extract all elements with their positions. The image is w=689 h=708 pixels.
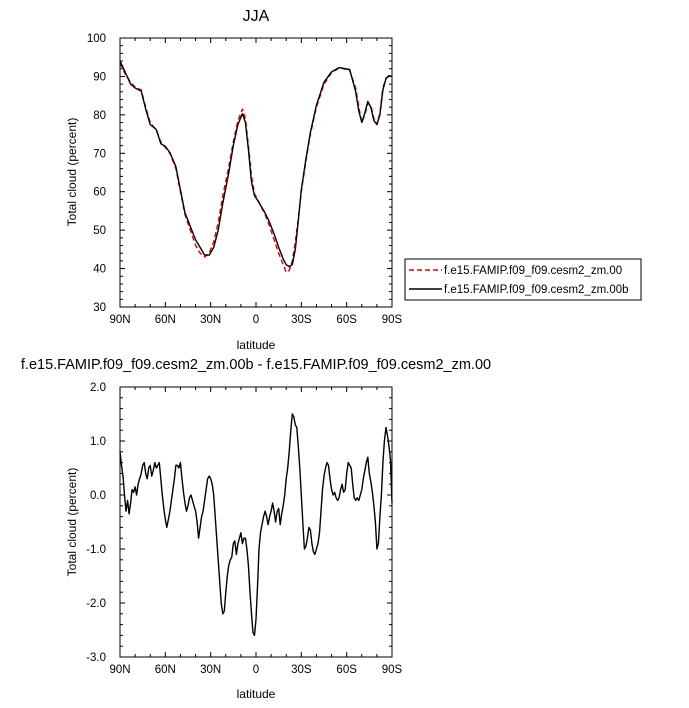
x-tick-label: 60N [155,314,176,326]
x-tick-label: 30S [291,314,312,326]
y-tick-label: 30 [93,302,106,314]
y-tick-label: 1.0 [90,436,106,448]
y-tick-label: -3.0 [86,652,106,664]
legend-label-control: f.e15.FAMIP.f09_f09.cesm2_zm.00 [444,265,622,277]
x-tick-label: 90N [109,314,130,326]
y-tick-label: 80 [93,110,106,122]
legend-box [404,258,642,301]
top-axis-ticks [119,37,393,308]
bottom-x-axis-label: latitude [237,687,276,701]
top-y-axis-label: Total cloud (percent) [65,118,79,227]
x-tick-label: 60S [336,314,357,326]
y-tick-label: 50 [93,225,106,237]
legend-label-test: f.e15.FAMIP.f09_f09.cesm2_zm.00b [444,284,629,296]
y-tick-label: -1.0 [86,544,106,556]
x-tick-label: 0 [253,314,259,326]
bottom-plot-title: f.e15.FAMIP.f09_f09.cesm2_zm.00b - f.e15… [21,357,491,373]
y-tick-label: 100 [87,33,106,45]
top-x-axis-label: latitude [237,338,276,352]
x-tick-label: 30N [200,664,221,676]
x-tick-label: 90S [382,664,403,676]
top-y-tick-labels: 30 40 50 60 70 80 90 100 [87,33,106,314]
legend: f.e15.FAMIP.f09_f09.cesm2_zm.00 f.e15.FA… [404,258,642,301]
bottom-x-tick-labels: 90N 60N 30N 0 30S 60S 90S [109,664,402,676]
top-plot: 30 40 50 60 70 80 90 100 90N 60N 30N 0 30S 60S 90S [87,33,403,326]
x-tick-label: 90S [382,314,403,326]
top-series-lines [119,60,393,274]
x-tick-label: 30S [291,664,312,676]
series-line-0-1 [119,60,393,268]
series-line-0-0 [119,62,392,274]
top-plot-frame [119,37,393,308]
x-tick-label: 0 [253,664,259,676]
series-line-1-0 [119,413,393,637]
top-plot-title: JJA [243,8,270,25]
x-tick-label: 30N [200,314,221,326]
top-x-tick-labels: 90N 60N 30N 0 30S 60S 90S [109,314,402,326]
y-tick-label: 70 [93,148,106,160]
bottom-plot: -3.0-2.0-1.00.01.02.0 90N 60N 30N 0 30S 60S 90… [86,382,402,676]
x-tick-label: 90N [109,664,130,676]
bottom-y-axis-label: Total cloud (percent) [65,468,79,577]
y-tick-label: -2.0 [86,598,106,610]
bottom-plot-frame [119,386,393,658]
x-tick-label: 60S [336,664,357,676]
bottom-series-lines [119,413,393,637]
y-tick-label: 90 [93,71,106,83]
y-tick-label: 40 [93,264,106,276]
bottom-y-tick-labels: -3.0 -2.0 -1.0 0.0 1.0 2.0 [86,382,106,664]
y-tick-label: 2.0 [90,382,106,394]
x-tick-label: 60N [155,664,176,676]
y-tick-label: 0.0 [90,490,106,502]
y-tick-label: 60 [93,187,106,199]
